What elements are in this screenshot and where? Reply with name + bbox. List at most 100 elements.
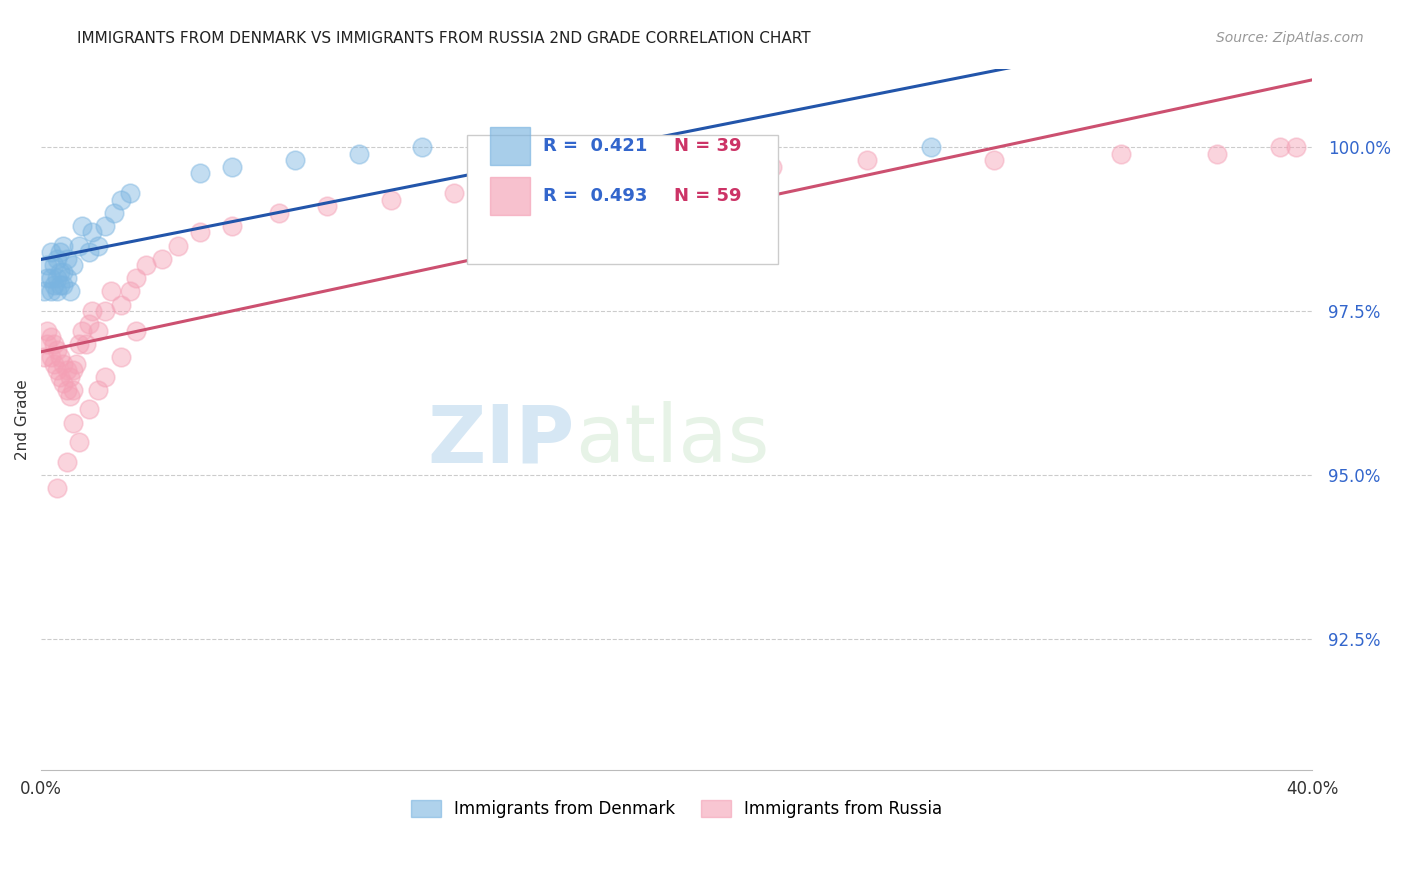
Point [59,285,82,299]
Point [46,285,69,299]
Point [39,350,62,364]
Point [665,166,688,180]
Point [110,350,132,364]
Text: ZIP: ZIP [427,401,575,479]
Point [80,304,103,318]
Point [120,186,142,200]
Y-axis label: 2nd Grade: 2nd Grade [15,379,30,459]
Point [62,258,84,272]
Point [55,363,77,377]
Point [103,206,125,220]
Point [42,277,65,292]
Point [316,199,339,213]
Point [80,226,103,240]
Point [77,317,100,331]
Point [59,389,82,403]
Text: atlas: atlas [575,401,769,479]
Point [87,383,110,397]
Point [1270,140,1292,154]
Point [55,271,77,285]
Point [77,402,100,417]
Point [1205,146,1227,161]
Point [728,140,751,154]
Point [110,297,132,311]
Point [62,383,84,397]
Point [72,324,94,338]
Point [1285,140,1308,154]
Point [46,363,69,377]
Point [37,271,59,285]
Point [46,481,69,495]
Point [347,146,370,161]
FancyBboxPatch shape [467,136,779,264]
Point [411,140,433,154]
Point [32,350,55,364]
Point [49,350,72,364]
Point [93,219,115,233]
Point [37,337,59,351]
Point [221,160,243,174]
Point [920,140,942,154]
Point [506,140,529,154]
Point [42,337,65,351]
Point [37,324,59,338]
Point [62,363,84,377]
Point [55,455,77,469]
Point [49,369,72,384]
Text: IMMIGRANTS FROM DENMARK VS IMMIGRANTS FROM RUSSIA 2ND GRADE CORRELATION CHART: IMMIGRANTS FROM DENMARK VS IMMIGRANTS FR… [77,31,811,46]
Point [67,435,90,450]
Point [67,238,90,252]
Point [49,265,72,279]
Point [39,285,62,299]
Text: N = 39: N = 39 [673,136,741,154]
Text: Source: ZipAtlas.com: Source: ZipAtlas.com [1216,31,1364,45]
Point [55,383,77,397]
Point [52,265,75,279]
Point [380,193,402,207]
FancyBboxPatch shape [489,127,530,165]
Point [1111,146,1133,161]
Point [188,166,211,180]
Point [120,285,142,299]
Point [188,226,211,240]
Point [52,376,75,391]
Point [39,245,62,260]
Point [42,357,65,371]
Point [269,206,291,220]
Point [150,252,173,266]
Point [77,245,100,260]
Point [37,258,59,272]
Point [506,179,529,194]
Point [166,238,188,252]
Point [93,304,115,318]
Point [67,337,90,351]
Point [52,277,75,292]
Point [39,271,62,285]
FancyBboxPatch shape [489,178,530,215]
Point [602,140,624,154]
Point [46,343,69,358]
Point [125,271,148,285]
Point [52,238,75,252]
Point [52,357,75,371]
Point [569,173,592,187]
Point [62,416,84,430]
Point [983,153,1005,168]
Point [46,252,69,266]
Point [100,285,122,299]
Point [75,337,97,351]
Point [49,277,72,292]
Point [110,193,132,207]
Point [65,357,87,371]
Point [125,324,148,338]
Point [135,258,157,272]
Point [443,186,465,200]
Text: R =  0.421: R = 0.421 [543,136,648,154]
Point [87,324,110,338]
Point [49,245,72,260]
Point [72,219,94,233]
Point [55,252,77,266]
Point [93,369,115,384]
Point [87,238,110,252]
Text: R =  0.493: R = 0.493 [543,187,648,205]
